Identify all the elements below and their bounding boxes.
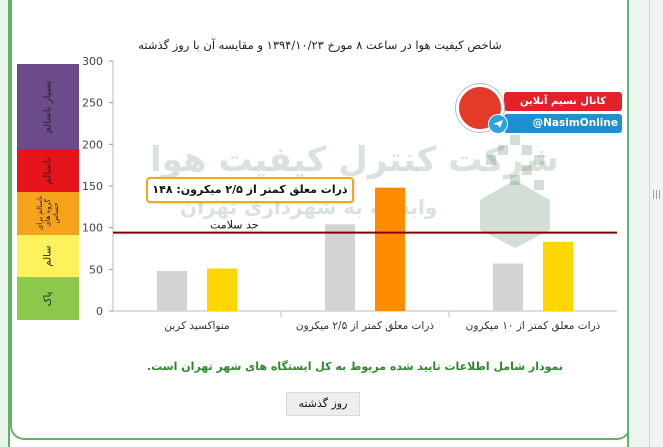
x-tick-label: ذرات معلق کمتر از ۲/۵ میکرون [296,320,435,332]
bar [207,268,237,311]
x-tick-label: ذرات معلق کمتر از ۱۰ میکرون [466,320,601,332]
y-tick-label: 250 [82,97,103,110]
telegram-icon [488,114,508,134]
left-border [0,0,10,447]
previous-day-button[interactable]: روز گذشته [286,392,360,416]
bar [543,241,573,311]
channel-badge[interactable]: کانال نسیم آنلاین @NasimOnline [454,80,626,136]
highlight-callout: ذرات معلق کمتر از ۲/۵ میکرون: ۱۴۸ [146,177,354,203]
bar [157,271,187,311]
health-line-label: حد سلامت [210,219,259,232]
y-tick-label: 50 [89,263,103,276]
y-tick-label: 200 [82,138,103,151]
chart-title: شاخص کیفیت هوا در ساعت ۸ مورخ ۱۳۹۴/۱۰/۲۳… [138,38,502,52]
bar [325,224,355,311]
y-tick-label: 100 [82,222,103,235]
channel-handle-label: @NasimOnline [504,114,622,133]
aqi-legend-bar: بسیار ناسالم ناسالم ناسالم برای گروه های ح… [17,64,79,320]
aqi-band: پاک [17,277,79,320]
watermark-logo-icon [480,135,550,248]
channel-name-label: کانال نسیم آنلاین [504,92,622,111]
y-tick-label: 150 [82,180,103,193]
bar [493,263,523,311]
aqi-band: سالم [17,234,79,278]
y-tick-label: 300 [82,55,103,68]
watermark-line-1: شرکت کنترل کیفیت هوا [150,140,559,180]
scrollbar-grip-icon[interactable]: ||| [652,190,662,200]
bar [375,187,405,311]
scrollbar[interactable] [649,0,663,447]
x-tick-label: منواکسید کربن [164,320,229,332]
y-tick-label: 0 [96,305,103,318]
right-border [627,0,649,447]
aqi-band: بسیار ناسالم [17,64,79,150]
aqi-band: ناسالم برای گروه های حساس [17,192,79,235]
footnote: نمودار شامل اطلاعات تایید شده مربوط به ک… [146,360,564,373]
aqi-band: ناسالم [17,149,79,192]
